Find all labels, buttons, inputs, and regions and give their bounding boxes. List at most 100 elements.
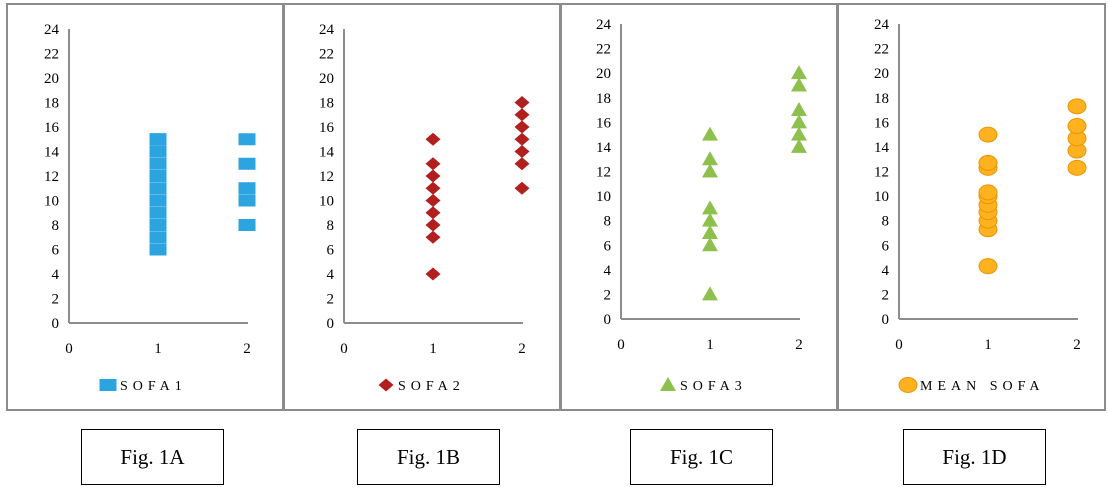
y-tick-label: 2 <box>604 287 612 303</box>
y-tick-label: 16 <box>874 115 890 131</box>
data-point <box>149 157 167 170</box>
data-point <box>149 182 167 195</box>
data-point <box>514 120 530 134</box>
y-tick-label: 10 <box>44 194 59 210</box>
x-tick-label: 1 <box>429 341 437 357</box>
data-point <box>238 182 256 195</box>
data-point <box>149 231 167 244</box>
legend-label: SOFA3 <box>680 379 747 394</box>
data-point <box>978 258 998 275</box>
data-point <box>514 108 530 122</box>
y-tick-label: 18 <box>596 91 611 107</box>
legend-marker <box>898 377 918 393</box>
legend-marker <box>660 377 676 391</box>
data-point <box>425 132 441 146</box>
y-tick-label: 2 <box>327 292 335 308</box>
y-tick-label: 18 <box>44 96 59 112</box>
x-tick-label: 0 <box>340 341 348 357</box>
data-point <box>702 163 718 178</box>
data-point <box>791 102 807 117</box>
y-tick-label: 16 <box>319 120 335 136</box>
data-point <box>702 151 718 166</box>
data-point <box>238 219 256 231</box>
data-point <box>149 145 167 158</box>
y-tick-label: 14 <box>44 145 60 161</box>
x-tick-label: 1 <box>706 337 714 353</box>
data-point <box>514 145 530 158</box>
y-tick-label: 20 <box>44 71 59 87</box>
legend-label: SOFA1 <box>120 379 187 394</box>
caption-fig-1c: Fig. 1C <box>630 429 773 485</box>
y-tick-label: 22 <box>319 47 334 63</box>
data-point <box>514 96 530 109</box>
y-tick-label: 18 <box>319 96 334 112</box>
y-tick-label: 24 <box>596 17 612 33</box>
y-tick-label: 6 <box>604 238 612 254</box>
y-tick-label: 0 <box>327 316 335 332</box>
y-tick-label: 14 <box>874 140 890 156</box>
data-point <box>1067 118 1087 135</box>
y-tick-label: 24 <box>44 22 60 38</box>
data-point <box>978 126 998 143</box>
y-tick-label: 20 <box>874 66 889 82</box>
data-point <box>238 133 256 146</box>
data-point <box>978 154 998 171</box>
y-tick-label: 8 <box>882 214 890 230</box>
x-tick-label: 2 <box>795 337 803 353</box>
data-point <box>791 65 807 80</box>
y-tick-label: 24 <box>874 17 890 33</box>
data-point <box>978 184 998 201</box>
data-point <box>149 243 167 256</box>
data-point <box>1067 98 1087 115</box>
y-tick-label: 4 <box>52 267 60 283</box>
data-point <box>149 206 167 219</box>
legend-marker <box>378 378 394 392</box>
y-tick-label: 2 <box>52 292 60 308</box>
y-tick-label: 4 <box>327 267 335 283</box>
data-point <box>149 133 167 146</box>
y-tick-label: 2 <box>882 287 890 303</box>
figure-strip: 0 2 4 6 8 10 12 14 16 18 20 22 24 0 1 2 SOFA1 0 2 4 6 8 10 12 14… <box>6 3 1106 411</box>
data-point <box>702 286 718 301</box>
data-point <box>149 170 167 182</box>
y-tick-label: 6 <box>327 243 335 259</box>
data-point <box>149 194 167 207</box>
y-tick-label: 12 <box>596 165 611 181</box>
y-tick-label: 8 <box>52 218 60 234</box>
data-point <box>702 224 718 239</box>
data-point <box>791 114 807 129</box>
y-tick-label: 4 <box>882 263 890 279</box>
data-point <box>425 157 441 171</box>
data-point <box>702 237 718 252</box>
data-point <box>425 230 441 244</box>
x-tick-label: 2 <box>243 341 251 357</box>
data-point <box>514 157 530 171</box>
data-point <box>425 194 441 207</box>
panel-divider <box>836 5 839 409</box>
x-tick-label: 0 <box>65 341 73 357</box>
y-tick-label: 0 <box>882 312 890 328</box>
data-point <box>514 132 530 146</box>
data-point <box>791 77 807 92</box>
data-point <box>791 126 807 141</box>
y-tick-label: 12 <box>319 169 334 185</box>
caption-fig-1d: Fig. 1D <box>903 429 1046 485</box>
caption-fig-1b: Fig. 1B <box>357 429 500 485</box>
y-tick-label: 6 <box>52 243 60 259</box>
y-tick-label: 6 <box>882 238 890 254</box>
y-tick-label: 4 <box>604 263 612 279</box>
y-tick-label: 10 <box>319 194 334 210</box>
data-point <box>702 126 718 141</box>
y-tick-label: 12 <box>44 169 59 185</box>
y-tick-label: 14 <box>596 140 612 156</box>
data-point <box>514 181 530 195</box>
y-tick-label: 20 <box>319 71 334 87</box>
y-tick-label: 16 <box>44 120 60 136</box>
data-point <box>425 218 441 232</box>
panel-divider <box>282 5 285 409</box>
data-point <box>425 206 441 220</box>
y-tick-label: 8 <box>604 214 612 230</box>
x-tick-label: 2 <box>518 341 526 357</box>
y-tick-label: 22 <box>44 47 59 63</box>
y-tick-label: 16 <box>596 115 612 131</box>
